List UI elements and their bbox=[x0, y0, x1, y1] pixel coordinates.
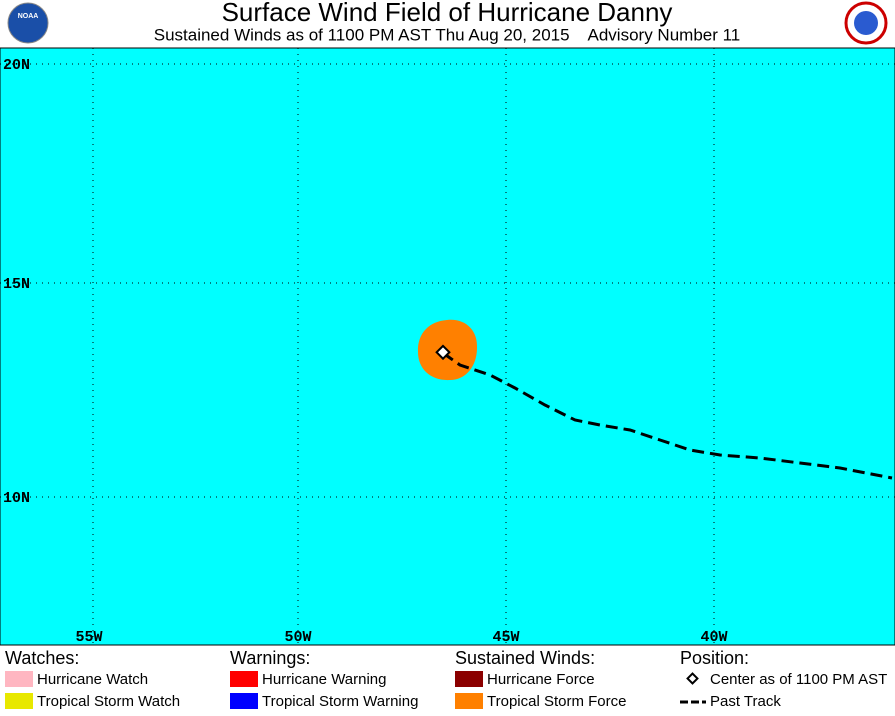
subtitle: Sustained Winds as of 1100 PM AST Thu Au… bbox=[154, 25, 741, 44]
legend-item: Tropical Storm Force bbox=[487, 693, 626, 710]
legend-heading: Watches: bbox=[5, 648, 79, 668]
legend-heading: Position: bbox=[680, 648, 749, 668]
lon-label: 55W bbox=[75, 629, 102, 646]
lon-label: 40W bbox=[700, 629, 727, 646]
noaa-logo bbox=[7, 2, 49, 44]
lon-label: 50W bbox=[284, 629, 311, 646]
legend-swatch bbox=[455, 693, 483, 709]
legend-swatch bbox=[5, 671, 33, 687]
storm-center bbox=[435, 344, 451, 361]
lat-label: 20N bbox=[3, 57, 30, 74]
legend-swatch bbox=[5, 693, 33, 709]
legend-item: Hurricane Watch bbox=[37, 671, 148, 688]
legend-item: Hurricane Force bbox=[487, 671, 595, 688]
legend-item: Past Track bbox=[710, 693, 781, 710]
legend-heading: Warnings: bbox=[230, 648, 310, 668]
legend-swatch bbox=[230, 693, 258, 709]
lat-label: 10N bbox=[3, 490, 30, 507]
lat-label: 15N bbox=[3, 276, 30, 293]
nws-logo-inner bbox=[854, 11, 878, 35]
past-track bbox=[442, 351, 893, 480]
legend-center-icon bbox=[686, 672, 699, 685]
legend-item: Hurricane Warning bbox=[262, 671, 387, 688]
legend-heading: Sustained Winds: bbox=[455, 648, 595, 668]
title: Surface Wind Field of Hurricane Danny bbox=[222, 0, 673, 27]
legend-item: Tropical Storm Watch bbox=[37, 693, 180, 710]
lon-label: 45W bbox=[492, 629, 519, 646]
legend-swatch bbox=[230, 671, 258, 687]
legend-item: Center as of 1100 PM AST bbox=[710, 671, 887, 688]
legend-swatch bbox=[455, 671, 483, 687]
logo-text: NOAA bbox=[18, 13, 39, 20]
legend-item: Tropical Storm Warning bbox=[262, 693, 418, 710]
